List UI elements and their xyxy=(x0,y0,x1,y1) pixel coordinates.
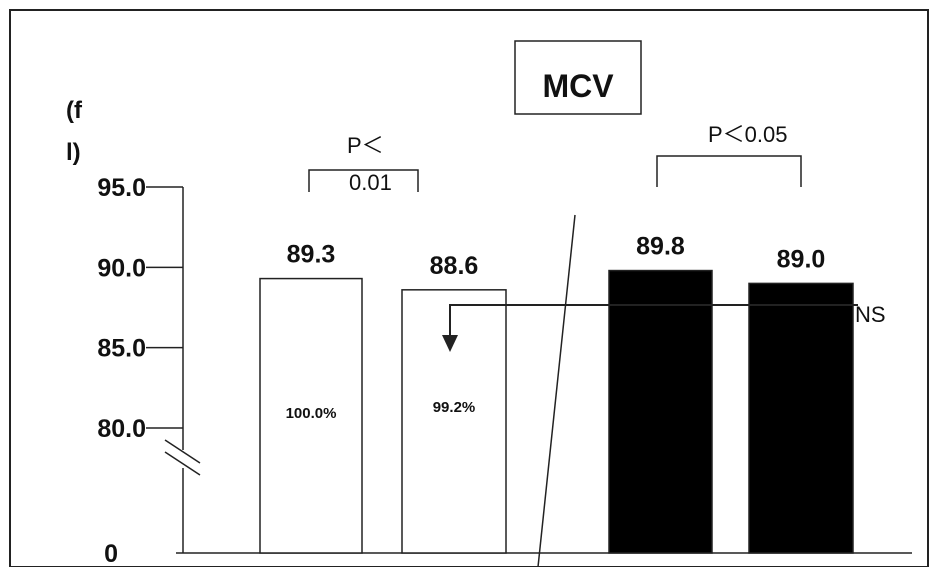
bar-value-label: 89.0 xyxy=(777,245,826,273)
significance-bracket-right xyxy=(656,155,802,187)
group-divider-line xyxy=(537,214,576,567)
bar xyxy=(401,289,507,554)
bar xyxy=(259,277,363,554)
bar-value-label: 89.3 xyxy=(287,241,336,269)
p-value-left-line1: P＜ xyxy=(347,133,384,158)
p-value-left-line2: 0.01 xyxy=(349,170,392,195)
bar-value-label: 89.8 xyxy=(636,233,685,261)
axis-break-mark-1 xyxy=(164,439,201,464)
p-value-right: P＜0.05 xyxy=(708,122,788,147)
bar xyxy=(748,282,854,554)
axis-break-mark-2 xyxy=(164,451,201,476)
chart-frame xyxy=(9,9,929,567)
y-tick-label: 90.0 xyxy=(97,254,146,282)
bar-percent-label: 99.2% xyxy=(433,399,476,416)
significance-bracket-left xyxy=(308,169,419,192)
chart-title: MCV xyxy=(542,68,614,104)
y-tick-label: 80.0 xyxy=(97,415,146,443)
unit-label-line1: (f xyxy=(66,97,83,124)
y-tick-label-zero: 0 xyxy=(104,540,118,567)
y-tick-label: 95.0 xyxy=(97,174,146,202)
arrowhead xyxy=(442,335,458,352)
title-box xyxy=(514,40,642,115)
unit-label-line2: l) xyxy=(66,139,81,166)
y-tick-label: 85.0 xyxy=(97,335,146,363)
ns-label: NS xyxy=(855,302,886,327)
bar-value-label: 88.6 xyxy=(430,252,479,280)
bar xyxy=(608,269,713,554)
bar-percent-label: 100.0% xyxy=(286,405,337,422)
ns-comparison-arrow xyxy=(449,304,858,335)
